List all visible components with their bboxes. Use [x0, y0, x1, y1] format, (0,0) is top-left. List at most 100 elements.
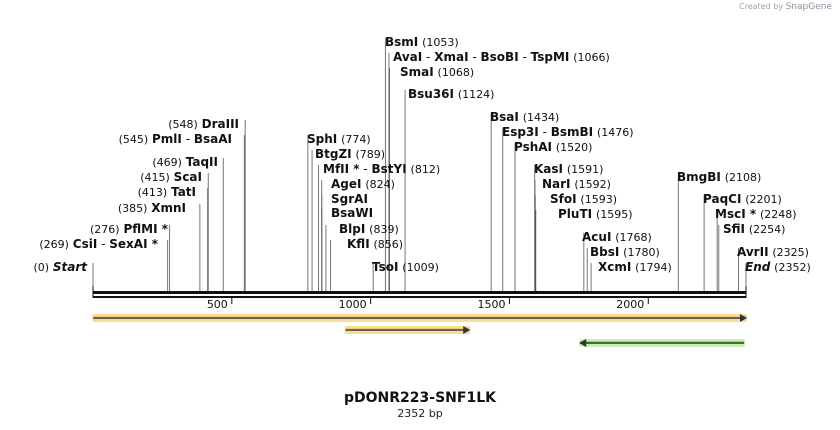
feature-orange-long-arrowhead: [740, 314, 747, 322]
feature-green-arrowhead: [579, 339, 587, 347]
site-position: (415): [140, 171, 170, 184]
site-position: (1068): [438, 66, 475, 79]
site-label-kasi: KasI (1591): [534, 162, 603, 176]
enzyme-name: SfiI: [723, 222, 745, 236]
site-label-smai: SmaI (1068): [400, 65, 474, 79]
enzyme-name: TaqII: [186, 155, 218, 169]
cut-site-lines: [92, 38, 747, 291]
site-position: (545): [119, 133, 149, 146]
enzyme-name: BtgZI: [315, 147, 352, 161]
site-position: (789): [355, 148, 385, 161]
site-position: (1591): [567, 163, 604, 176]
site-label-sfii: SfiI (2254): [723, 222, 785, 236]
site-label-sfoi: SfoI (1593): [550, 192, 617, 206]
site-separator: -: [539, 125, 551, 139]
ruler-label: 500: [207, 298, 228, 311]
site-position: (2201): [745, 193, 782, 206]
site-position: (824): [365, 178, 395, 191]
site-position: (413): [138, 186, 168, 199]
enzyme-name: PflMI *: [123, 222, 168, 236]
site-position: (1476): [597, 126, 634, 139]
ruler-label: 2000: [616, 298, 644, 311]
site-position: (1593): [580, 193, 617, 206]
site-label-acui: AcuI (1768): [582, 230, 652, 244]
ruler-label: 1500: [477, 298, 505, 311]
site-position: (276): [90, 223, 120, 236]
enzyme-name: XcmI: [598, 260, 631, 274]
site-label-pshai: PshAI (1520): [514, 140, 592, 154]
site-label-nari: NarI (1592): [542, 177, 611, 191]
enzyme-name: BsoBI: [481, 50, 519, 64]
enzyme-name: MfII *: [323, 162, 360, 176]
site-label-blpi: BlpI (839): [339, 222, 399, 236]
site-label-pflmi: (276) PflMI *: [90, 222, 169, 236]
enzyme-name: NarI: [542, 177, 571, 191]
site-position: (856): [374, 238, 404, 251]
site-label-bsmi: BsmI (1053): [385, 35, 459, 49]
site-position: (2325): [772, 246, 809, 259]
site-label-xmni: (385) XmnI: [118, 201, 186, 215]
site-position: (1434): [523, 111, 560, 124]
site-label-btgzi: BtgZI (789): [315, 147, 385, 161]
backbone-bottom: [93, 296, 746, 298]
enzyme-name: BsaI: [490, 110, 519, 124]
site-label-xcmi: XcmI (1794): [598, 260, 672, 274]
enzyme-name: SmaI: [400, 65, 434, 79]
enzyme-name: Esp3I: [502, 125, 539, 139]
enzyme-name: Start: [53, 260, 88, 274]
site-position: (1768): [615, 231, 652, 244]
site-position: (0): [33, 261, 49, 274]
site-label-kfli: KflI (856): [347, 237, 403, 251]
enzyme-name: BsmI: [385, 35, 418, 49]
site-position: (774): [341, 133, 371, 146]
site-label-tati: (413) TatI: [138, 185, 196, 199]
site-label-mfli: MfII * - BstYI (812): [323, 162, 440, 176]
enzyme-name: KflI: [347, 237, 370, 251]
site-position: (1053): [422, 36, 459, 49]
site-label-bsawi: BsaWI: [331, 206, 373, 220]
enzyme-name: Bsu36I: [408, 87, 454, 101]
enzyme-name: TspMI: [531, 50, 570, 64]
site-separator: -: [97, 237, 109, 251]
enzyme-name: TatI: [171, 185, 196, 199]
site-position: (2254): [749, 223, 786, 236]
site-position: (2108): [725, 171, 762, 184]
enzyme-name: PshAI: [514, 140, 552, 154]
enzyme-name: BmgBI: [677, 170, 721, 184]
backbone-top: [93, 291, 746, 294]
site-position: (1520): [556, 141, 593, 154]
enzyme-name: MscI *: [715, 207, 757, 221]
site-position: (1595): [596, 208, 633, 221]
enzyme-name: CsiI: [73, 237, 98, 251]
enzyme-name: PaqCI: [703, 192, 741, 206]
feature-orange-short-arrowhead: [463, 326, 471, 334]
cut-site-labels: (0) Start (269) CsiI - SexAI *(276) PflMI…: [33, 35, 810, 274]
enzyme-name: XmnI: [151, 201, 186, 215]
enzyme-name: SgrAI: [331, 192, 368, 206]
enzyme-name: PluTI: [558, 207, 592, 221]
site-position: (469): [152, 156, 182, 169]
site-label-agei: AgeI (824): [331, 177, 395, 191]
site-label-pmli: (545) PmlI - BsaAI: [119, 132, 232, 146]
enzyme-name: SfoI: [550, 192, 577, 206]
site-position: (1794): [635, 261, 672, 274]
feature-orange-short: [344, 326, 471, 334]
feature-green: [579, 339, 746, 347]
site-label-draiii: (548) DraIII: [168, 117, 239, 131]
site-position: (1592): [574, 178, 611, 191]
snapgene-logo: SnapGene: [785, 2, 832, 12]
enzyme-name: AvaI: [393, 50, 422, 64]
site-position: (839): [369, 223, 399, 236]
enzyme-name: BbsI: [590, 245, 619, 259]
site-label-bsai: BsaI (1434): [490, 110, 559, 124]
enzyme-name: BsaWI: [331, 206, 373, 220]
site-label-avrii: AvrII (2325): [737, 245, 809, 259]
site-separator: -: [519, 50, 531, 64]
site-label-pluti: PluTI (1595): [558, 207, 633, 221]
enzyme-name: TsoI: [372, 260, 398, 274]
enzyme-name: AvrII: [737, 245, 769, 259]
site-separator: -: [182, 132, 194, 146]
snapgene-watermark: Created by SnapGene: [739, 2, 832, 12]
site-position: (812): [411, 163, 441, 176]
